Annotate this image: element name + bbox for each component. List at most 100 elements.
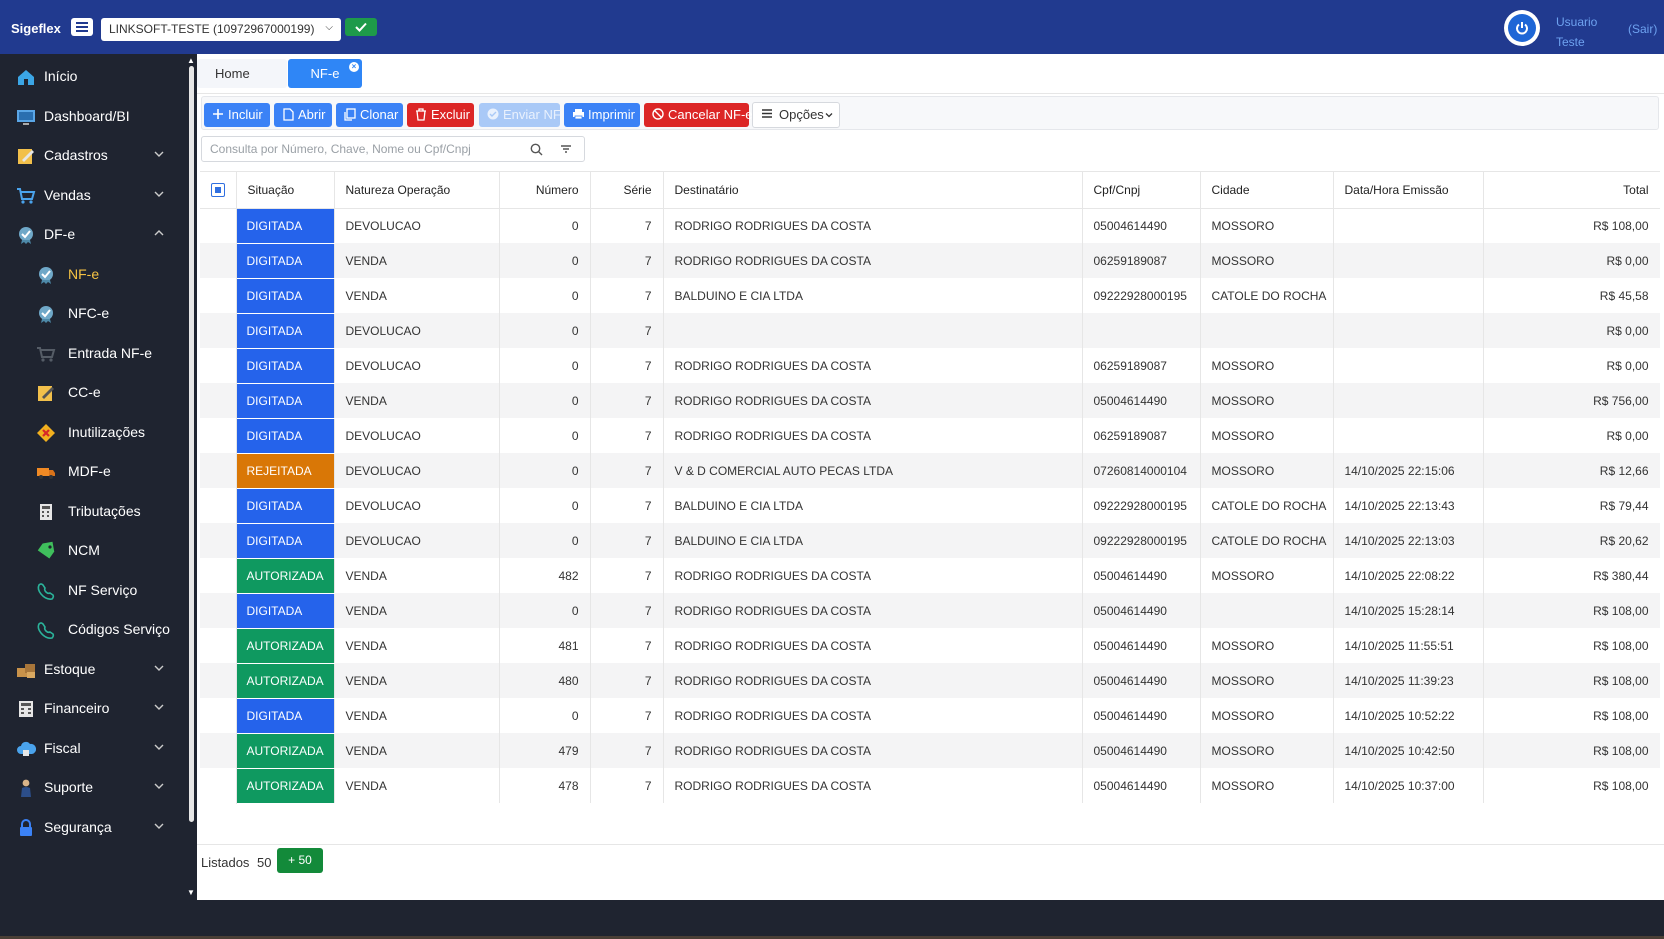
row-select-cell[interactable] <box>200 243 237 278</box>
column-header-total[interactable]: Total <box>1483 172 1660 209</box>
row-select-cell[interactable] <box>200 663 237 698</box>
incluir-button[interactable]: Incluir <box>204 103 270 127</box>
cell-total: R$ 0,00 <box>1483 243 1660 278</box>
cell-data: 14/10/2025 11:39:23 <box>1333 663 1484 698</box>
clonar-button[interactable]: Clonar <box>336 103 403 127</box>
tab-home[interactable]: Home <box>197 59 287 88</box>
sidebar-item-fiscal[interactable]: Fiscal <box>0 728 176 770</box>
opcoes-button[interactable]: Opções <box>752 102 840 128</box>
table-row[interactable]: DIGITADA VENDA 0 7 RODRIGO RODRIGUES DA COST… <box>200 243 1660 279</box>
row-select-cell[interactable] <box>200 208 237 243</box>
table-row[interactable]: DIGITADA DEVOLUCAO 0 7 RODRIGO RODRIGUES DA … <box>200 208 1660 244</box>
sidebar-item-ncm[interactable]: NCM <box>0 530 176 572</box>
column-header-cpf-cnpj[interactable]: Cpf/Cnpj <box>1082 172 1201 209</box>
cell-serie: 7 <box>590 663 664 698</box>
table-row[interactable]: DIGITADA VENDA 0 7 RODRIGO RODRIGUES DA COST… <box>200 698 1660 734</box>
row-select-cell[interactable] <box>200 523 237 558</box>
logout-link[interactable]: (Sair) <box>1628 22 1658 36</box>
table-row[interactable]: DIGITADA VENDA 0 7 BALDUINO E CIA LTDA 092229… <box>200 278 1660 314</box>
column-header-serie[interactable]: Série <box>590 172 664 209</box>
cell-serie: 7 <box>590 453 664 488</box>
column-header-natureza[interactable]: Natureza Operação <box>334 172 500 209</box>
cell-cidade: MOSSORO <box>1200 698 1334 733</box>
company-select[interactable]: LINKSOFT-TESTE (10972967000199) ⌵ <box>101 18 341 41</box>
table-row[interactable]: REJEITADA DEVOLUCAO 0 7 V & D COMERCIAL AUTO… <box>200 453 1660 489</box>
row-select-cell[interactable] <box>200 593 237 628</box>
imprimir-button[interactable]: Imprimir <box>564 103 640 127</box>
close-tab-icon[interactable]: × <box>349 62 359 72</box>
cell-cidade: MOSSORO <box>1200 418 1334 453</box>
row-select-cell[interactable] <box>200 313 237 348</box>
sidebar-item-tributacoes[interactable]: Tributações <box>0 491 176 533</box>
excluir-button[interactable]: Excluir <box>407 103 474 127</box>
sidebar-item-estoque[interactable]: Estoque <box>0 649 176 691</box>
sidebar-item-mdfe[interactable]: MDF-e <box>0 451 176 493</box>
column-header-situacao[interactable]: Situação <box>236 172 335 209</box>
row-select-cell[interactable] <box>200 418 237 453</box>
top-bar: Sigeflex LINKSOFT-TESTE (10972967000199)… <box>0 0 1664 54</box>
sidebar-item-nfe[interactable]: NF-e <box>0 254 176 296</box>
table-row[interactable]: DIGITADA VENDA 0 7 RODRIGO RODRIGUES DA COST… <box>200 593 1660 629</box>
row-select-cell[interactable] <box>200 558 237 593</box>
sidebar-item-financeiro[interactable]: Financeiro <box>0 688 176 730</box>
table-row[interactable]: AUTORIZADA VENDA 480 7 RODRIGO RODRIGUES DA … <box>200 663 1660 699</box>
select-all-checkbox[interactable] <box>200 172 237 209</box>
cell-data: 14/10/2025 22:13:03 <box>1333 523 1484 558</box>
cell-cpf: 07260814000104 <box>1082 453 1201 488</box>
table-row[interactable]: DIGITADA DEVOLUCAO 0 7 RODRIGO RODRIGUES DA … <box>200 348 1660 384</box>
row-select-cell[interactable] <box>200 628 237 663</box>
sidebar-item-dashboard[interactable]: Dashboard/BI <box>0 96 176 138</box>
scroll-down-icon[interactable]: ▼ <box>187 888 195 897</box>
row-select-cell[interactable] <box>200 698 237 733</box>
row-select-cell[interactable] <box>200 278 237 313</box>
scroll-up-icon[interactable]: ▲ <box>187 56 195 65</box>
sidebar-item-nf-servico[interactable]: NF Serviço <box>0 570 176 612</box>
row-select-cell[interactable] <box>200 348 237 383</box>
row-select-cell[interactable] <box>200 383 237 418</box>
table-row[interactable]: AUTORIZADA VENDA 479 7 RODRIGO RODRIGUES DA … <box>200 733 1660 769</box>
tab-bar: Home NF-e × <box>197 54 1664 94</box>
sidebar-item-nfce[interactable]: NFC-e <box>0 293 176 335</box>
row-select-cell[interactable] <box>200 453 237 488</box>
search-icon[interactable] <box>530 143 543 156</box>
status-badge: AUTORIZADA <box>236 628 335 664</box>
column-header-numero[interactable]: Número <box>499 172 591 209</box>
sidebar-item-cce[interactable]: CC-e <box>0 372 176 414</box>
sidebar-item-inutilizacoes[interactable]: Inutilizações <box>0 412 176 454</box>
table-row[interactable]: DIGITADA DEVOLUCAO 0 7 BALDUINO E CIA LTDA 09… <box>200 523 1660 559</box>
enviar-nf-button[interactable]: Enviar NF <box>479 103 561 127</box>
menu-toggle-button[interactable] <box>71 18 93 36</box>
table-row[interactable]: AUTORIZADA VENDA 482 7 RODRIGO RODRIGUES DA … <box>200 558 1660 594</box>
row-select-cell[interactable] <box>200 733 237 768</box>
row-select-cell[interactable] <box>200 768 237 803</box>
sidebar-item-entrada-nfe[interactable]: Entrada NF-e <box>0 333 176 375</box>
table-row[interactable]: DIGITADA DEVOLUCAO 0 7 RODRIGO RODRIGUES DA … <box>200 418 1660 454</box>
scrollbar-thumb[interactable] <box>189 66 194 822</box>
table-row[interactable]: AUTORIZADA VENDA 481 7 RODRIGO RODRIGUES DA … <box>200 628 1660 664</box>
column-header-destinatario[interactable]: Destinatário <box>663 172 1083 209</box>
cancelar-nfe-button[interactable]: Cancelar NF-e <box>644 103 753 127</box>
sidebar-item-dfe[interactable]: DF-e <box>0 214 176 256</box>
search-input[interactable] <box>203 138 513 160</box>
power-icon[interactable] <box>1504 10 1540 46</box>
table-row[interactable]: DIGITADA DEVOLUCAO 0 7 R$ 0,00 <box>200 313 1660 349</box>
sidebar-item-vendas[interactable]: Vendas <box>0 175 176 217</box>
sidebar-item-inicio[interactable]: Início <box>0 56 176 98</box>
column-header-cidade[interactable]: Cidade <box>1200 172 1334 209</box>
column-header-data-emissao[interactable]: Data/Hora Emissão <box>1333 172 1484 209</box>
sidebar-item-cadastros[interactable]: Cadastros <box>0 135 176 177</box>
tab-nfe[interactable]: NF-e × <box>288 59 362 88</box>
filter-icon[interactable] <box>560 143 572 155</box>
abrir-button[interactable]: Abrir <box>274 103 332 127</box>
sidebar-item-suporte[interactable]: Suporte <box>0 767 176 809</box>
sidebar-item-codigos-servico[interactable]: Códigos Serviço <box>0 609 176 651</box>
cell-serie: 7 <box>590 698 664 733</box>
confirm-company-button[interactable] <box>345 18 377 36</box>
table-row[interactable]: DIGITADA VENDA 0 7 RODRIGO RODRIGUES DA COST… <box>200 383 1660 419</box>
row-select-cell[interactable] <box>200 488 237 523</box>
load-more-button[interactable]: + 50 <box>277 848 323 873</box>
table-row[interactable]: AUTORIZADA VENDA 478 7 RODRIGO RODRIGUES DA … <box>200 768 1660 804</box>
sidebar-scrollbar[interactable]: ▲ ▼ <box>186 54 197 900</box>
sidebar-item-seguranca[interactable]: Segurança <box>0 807 176 849</box>
table-row[interactable]: DIGITADA DEVOLUCAO 0 7 BALDUINO E CIA LTDA 09… <box>200 488 1660 524</box>
